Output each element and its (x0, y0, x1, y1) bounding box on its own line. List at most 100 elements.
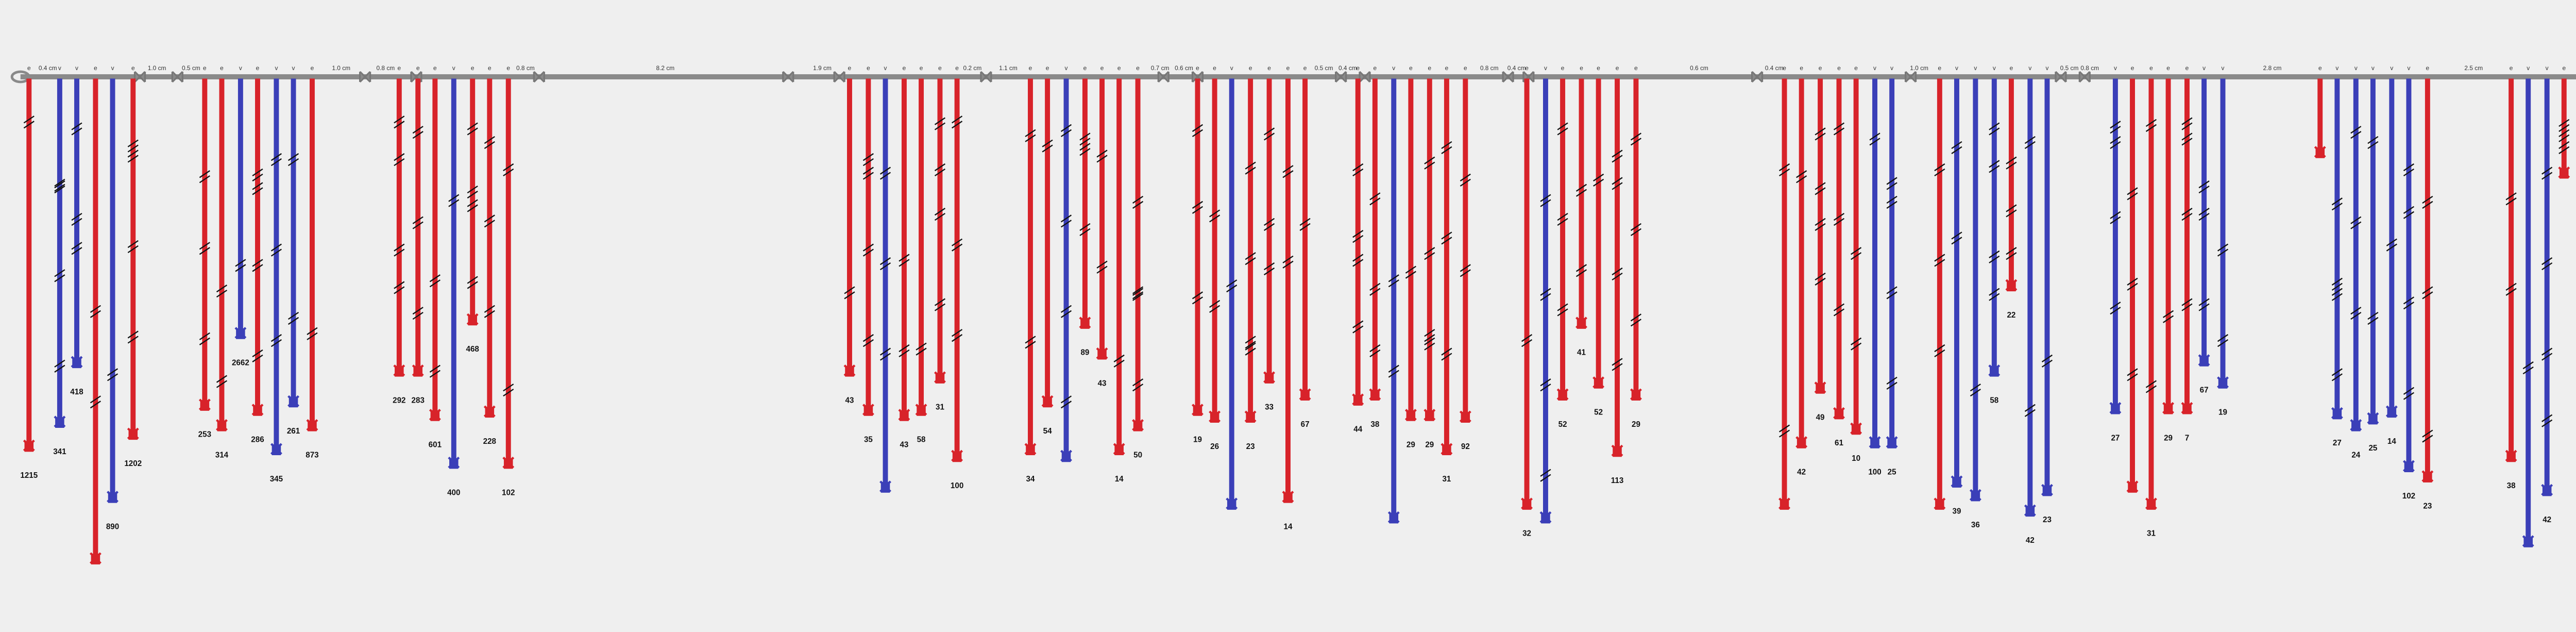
strand-code: e (2149, 64, 2153, 72)
strand-count: 23 (1246, 442, 1255, 451)
hatch (1815, 127, 1826, 141)
strand-code: v (452, 64, 455, 72)
strand-end (1833, 407, 1845, 420)
strand-code: v (1890, 64, 1893, 72)
strand-count: 873 (306, 451, 318, 459)
strand-code: e (1029, 64, 1032, 72)
segment-length: 2.5 cm (2464, 64, 2483, 72)
strand-code: v (2407, 64, 2410, 72)
strand-end (1113, 443, 1125, 455)
strand-end (1814, 381, 1826, 394)
strand-end (234, 327, 247, 339)
strand-count: 29 (1406, 441, 1415, 450)
strand-code: e (1783, 64, 1786, 72)
hatch (467, 199, 478, 212)
strand-count: 92 (1461, 442, 1470, 451)
strand-end (412, 364, 424, 377)
strand-end (2041, 484, 2053, 496)
strand-count: 67 (1301, 420, 1310, 429)
hatch (429, 364, 440, 378)
hatch (71, 242, 82, 255)
hatch (2505, 282, 2517, 296)
strand-end (1778, 497, 1790, 510)
hatch (1424, 337, 1435, 351)
strand-end (915, 404, 927, 416)
strand-count: 100 (1868, 468, 1881, 477)
strand-end (483, 405, 496, 418)
strand-code: e (2166, 64, 2170, 72)
strand-end (1079, 317, 1091, 329)
hatch (2041, 354, 2053, 368)
hatch (2110, 211, 2121, 224)
strand-end (306, 419, 318, 431)
strand-end (2314, 146, 2326, 158)
strand-count: 261 (287, 427, 300, 436)
hatch (199, 170, 210, 184)
segment-marker (2055, 71, 2067, 83)
hatch (1951, 141, 1962, 154)
strand-count: 43 (845, 396, 854, 405)
segment-marker (1191, 71, 1204, 83)
strand-count: 89 (1080, 348, 1089, 357)
strand-end (216, 419, 228, 431)
hatch (2403, 206, 2415, 219)
strand-end (2421, 470, 2434, 483)
segment-marker (2078, 71, 2091, 83)
strand-end (1575, 317, 1587, 329)
strand-code: e (1083, 64, 1087, 72)
strand-end (879, 480, 891, 493)
strand-end (1244, 410, 1257, 423)
strand-code: v (2390, 64, 2393, 72)
strand-count: 35 (864, 436, 873, 444)
hatch (1441, 231, 1452, 245)
strand-end (1850, 422, 1862, 435)
strand-code: e (398, 64, 401, 72)
hatch (1079, 143, 1091, 156)
hatch (54, 269, 65, 282)
hatch (2350, 307, 2362, 320)
strand-count: 33 (1265, 403, 1274, 412)
hatch (2127, 277, 2138, 291)
hatch (1521, 334, 1533, 347)
strand-count: 283 (412, 396, 425, 405)
hatch (1096, 260, 1108, 274)
hatch (1815, 218, 1826, 231)
hatch (287, 153, 299, 167)
strand-end (1969, 489, 1981, 502)
hatch (862, 334, 874, 347)
strand-code: v (275, 64, 278, 72)
hatch (2505, 192, 2517, 206)
strand-code: v (75, 64, 78, 72)
hatch (394, 243, 405, 257)
strand-count: 41 (1577, 348, 1586, 357)
hatch (235, 259, 246, 272)
strand-code: e (2010, 64, 2013, 72)
hatch (1951, 231, 1962, 245)
strand-end (2024, 504, 2036, 517)
hatch (71, 212, 82, 226)
hatch (2403, 387, 2415, 400)
hatch (1989, 288, 2000, 301)
hatch (1441, 347, 1452, 361)
segment-length: 0.8 cm (1480, 64, 1499, 72)
strand-end (1592, 376, 1605, 389)
strand-end (1404, 409, 1417, 421)
hatch (1833, 212, 1845, 226)
strand-count: 14 (1115, 475, 1124, 484)
strand-end (2217, 376, 2229, 389)
segment-marker (133, 71, 146, 83)
segment-length: 0.6 cm (1175, 64, 1193, 72)
hatch (394, 153, 405, 167)
hatch (394, 115, 405, 129)
hatch (2198, 208, 2210, 221)
strand-count: 7 (2185, 434, 2189, 442)
hatch (2006, 156, 2017, 170)
strand-end (934, 371, 946, 384)
strand-count: 14 (2387, 437, 2396, 446)
hatch (1060, 395, 1072, 409)
strand-count: 61 (1835, 439, 1843, 447)
segment-length: 0.8 cm (376, 64, 395, 72)
strand-end (54, 415, 66, 428)
hatch (1989, 122, 2000, 136)
strand-count: 113 (1611, 476, 1624, 485)
